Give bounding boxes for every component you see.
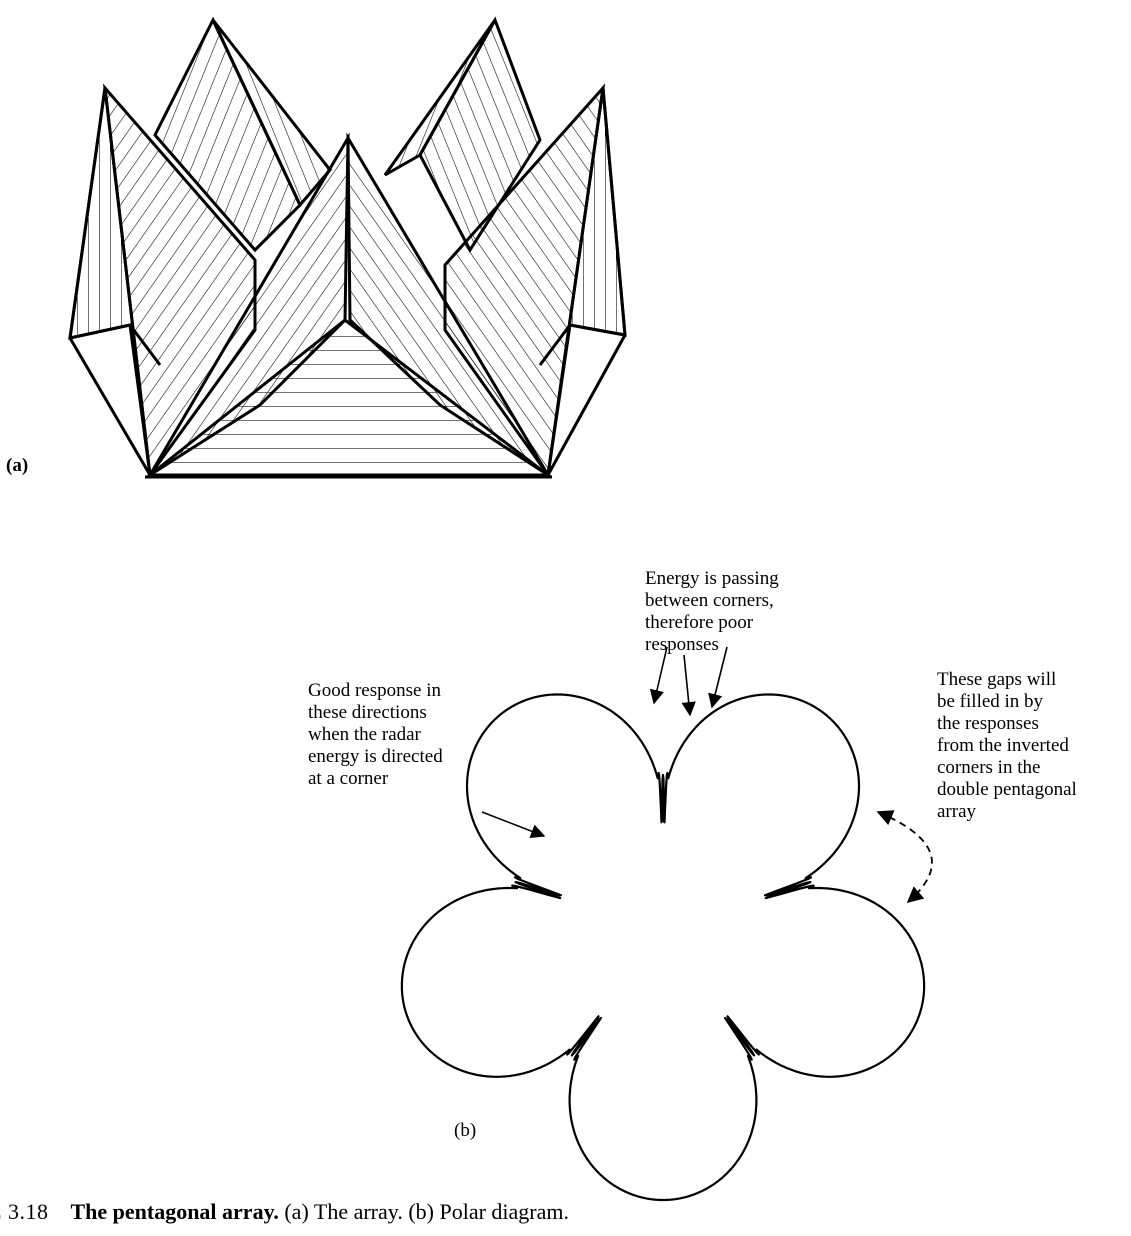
annotation-good-response: Good response in these directions when t…	[308, 680, 508, 790]
annotation-gaps-filled: These gaps will be filled in by the resp…	[937, 669, 1127, 823]
figure-number: E 3.18	[0, 1199, 49, 1224]
back-right-corner-face-2	[383, 19, 497, 177]
arrow-top-3	[708, 646, 728, 709]
annotation-line: Energy is passing	[645, 568, 779, 589]
annotation-line: these directions	[308, 702, 427, 723]
annotation-line: when the radar	[308, 724, 421, 745]
arrow-top-2	[681, 654, 696, 717]
polar-response-curve	[400, 693, 926, 1202]
right-bracket	[538, 323, 626, 366]
left-bracket	[69, 323, 162, 366]
annotation-line: corners in the	[937, 757, 1041, 778]
annotation-line: responses	[645, 634, 719, 655]
dashed-double-arrow	[876, 810, 933, 904]
annotation-line: These gaps will	[937, 669, 1057, 690]
annotation-line: Good response in	[308, 680, 441, 701]
annotation-line: double pentagonal	[937, 779, 1077, 800]
annotation-line: from the inverted	[937, 735, 1069, 756]
annotation-line: the responses	[937, 713, 1039, 734]
annotation-line: energy is directed	[308, 746, 443, 767]
arrow-left	[481, 811, 546, 839]
caption-title: The pentagonal array.	[70, 1199, 279, 1224]
pentagonal-array-drawing	[68, 16, 627, 480]
annotation-line: between corners,	[645, 590, 774, 611]
caption-text: (a) The array. (b) Polar diagram.	[284, 1199, 570, 1224]
annotation-line: array	[937, 801, 977, 822]
figure-caption: E 3.18 The pentagonal array. (a) The arr…	[0, 1199, 569, 1225]
annotation-line: therefore poor	[645, 612, 754, 633]
annotation-line: be filled in by	[937, 691, 1044, 712]
arrow-top-1	[649, 646, 668, 705]
annotation-poor-response: Energy is passing between corners, there…	[645, 568, 875, 656]
panel-a-label: (a)	[6, 455, 29, 476]
front-corner-floor	[145, 318, 553, 477]
back-left-corner-face-2	[211, 19, 332, 208]
panel-b-label: (b)	[454, 1120, 477, 1141]
annotation-line: at a corner	[308, 768, 389, 789]
